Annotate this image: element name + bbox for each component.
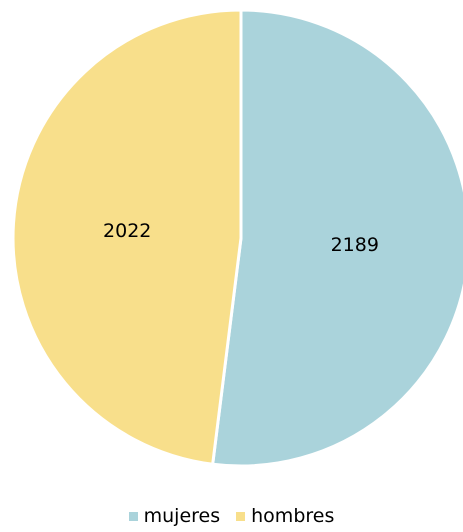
legend-item-hombres: hombres xyxy=(236,506,334,526)
legend-item-mujeres: mujeres xyxy=(128,505,221,527)
legend-swatch-mujeres xyxy=(128,511,138,521)
pie-slices xyxy=(11,8,463,468)
legend-label-hombres: hombres xyxy=(251,505,335,527)
pie-chart: 2189 2022 xyxy=(11,8,463,468)
legend-swatch-hombres xyxy=(236,511,246,521)
legend-label-mujeres: mujeres xyxy=(143,505,221,527)
pie-slice-mujeres xyxy=(211,8,463,468)
data-label-mujeres: 2189 xyxy=(331,234,379,256)
pie-slice-hombres xyxy=(11,8,243,466)
pie-data-labels: 2189 2022 xyxy=(103,220,379,256)
data-label-hombres: 2022 xyxy=(103,220,151,242)
chart-legend: mujeres hombres xyxy=(0,506,463,526)
